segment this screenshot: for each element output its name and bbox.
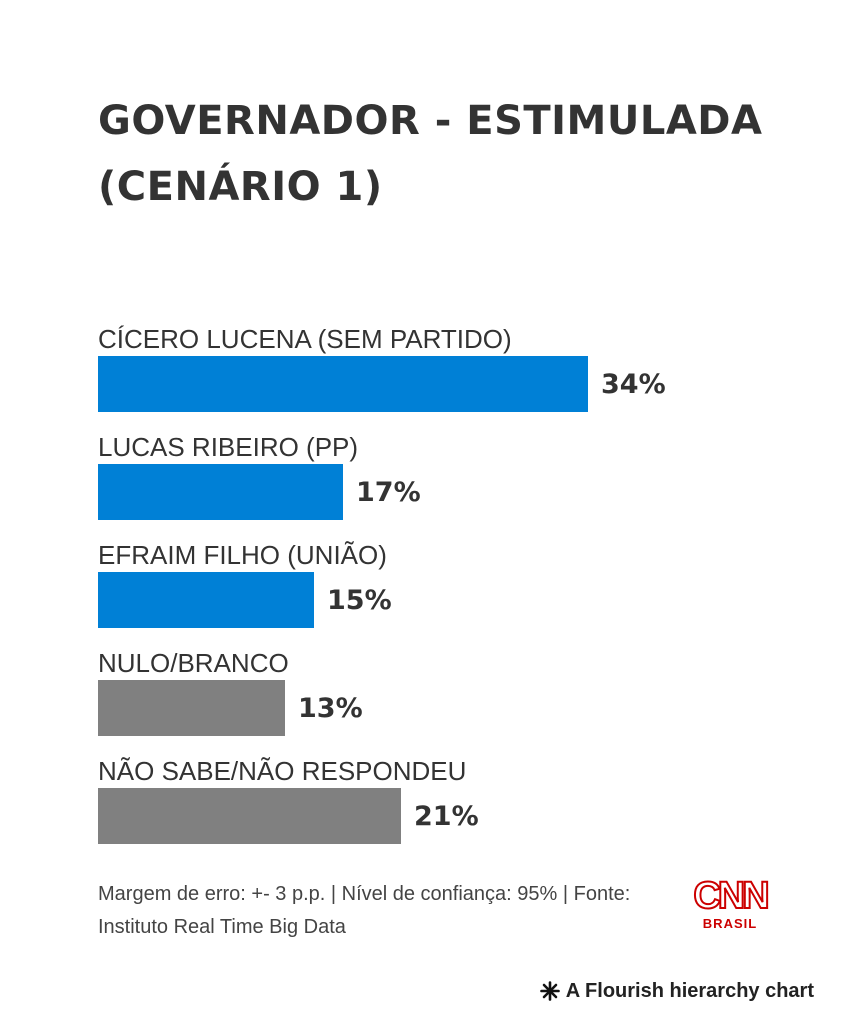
flourish-asterisk-icon — [539, 981, 560, 1001]
cnn-brasil-logo: CNN BRASIL — [690, 875, 770, 936]
flourish-credit[interactable]: A Flourish hierarchy chart — [539, 976, 814, 1006]
category-label: NULO/BRANCO — [98, 648, 289, 678]
bar-row: EFRAIM FILHO (UNIÃO) 15% — [98, 538, 838, 638]
bar — [98, 356, 588, 412]
category-label: NÃO SABE/NÃO RESPONDEU — [98, 756, 467, 786]
category-label: CÍCERO LUCENA (SEM PARTIDO) — [98, 324, 512, 354]
bar-chart: CÍCERO LUCENA (SEM PARTIDO) 34% LUCAS RIBE… — [98, 322, 838, 862]
value-label: 17% — [356, 477, 421, 508]
value-label: 15% — [327, 585, 392, 616]
bar — [98, 680, 285, 736]
value-label: 34% — [601, 369, 666, 400]
bar-row: NULO/BRANCO 13% — [98, 646, 838, 746]
logo-brasil-text: BRASIL — [702, 916, 758, 931]
chart-title: GOVERNADOR - ESTIMULADA (CENÁRIO 1) — [98, 98, 763, 210]
bar-row: CÍCERO LUCENA (SEM PARTIDO) 34% — [98, 322, 838, 422]
logo-cnn-text: CNN — [692, 875, 770, 917]
value-label: 21% — [414, 801, 479, 832]
bar — [98, 464, 343, 520]
bar — [98, 788, 401, 844]
footnote: Margem de erro: +- 3 p.p. | Nível de con… — [98, 883, 631, 938]
bar-row: LUCAS RIBEIRO (PP) 17% — [98, 430, 838, 530]
bar — [98, 572, 314, 628]
credit-text: A Flourish hierarchy chart — [565, 980, 814, 1002]
category-label: LUCAS RIBEIRO (PP) — [98, 432, 359, 462]
category-label: EFRAIM FILHO (UNIÃO) — [98, 540, 387, 570]
bar-row: NÃO SABE/NÃO RESPONDEU 21% — [98, 754, 838, 854]
value-label: 13% — [298, 693, 363, 724]
